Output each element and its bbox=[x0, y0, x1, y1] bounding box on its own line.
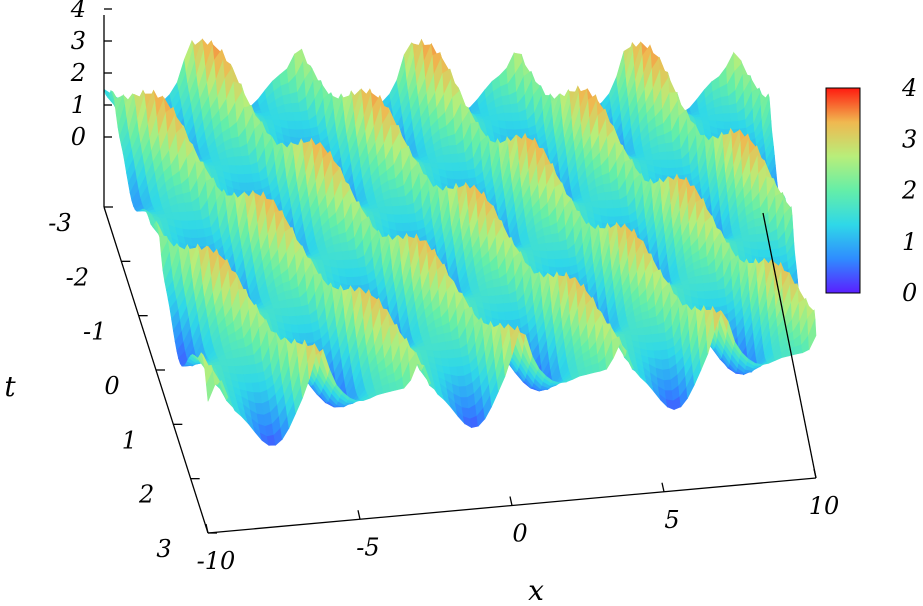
surface-facet bbox=[717, 288, 727, 299]
surface-facet bbox=[721, 105, 731, 115]
surface-facet bbox=[659, 341, 668, 351]
surface-facet bbox=[666, 151, 676, 161]
surface-facet bbox=[603, 183, 613, 193]
surface-facet bbox=[696, 291, 706, 300]
surface-facet bbox=[659, 159, 669, 169]
surface-facet bbox=[704, 298, 714, 308]
surface-facet bbox=[729, 112, 739, 123]
surface-facet bbox=[710, 289, 720, 300]
surface-facet bbox=[604, 191, 614, 201]
surface-facet bbox=[650, 325, 659, 335]
surface-facet bbox=[708, 272, 718, 284]
surface-facet bbox=[715, 113, 725, 123]
surface-facet bbox=[700, 266, 710, 276]
surface-facet bbox=[668, 77, 679, 94]
surface-facet bbox=[613, 207, 623, 218]
surface-facet bbox=[748, 234, 758, 243]
surface-facet bbox=[728, 103, 738, 114]
surface-facet bbox=[749, 241, 759, 251]
surface-facet bbox=[711, 298, 721, 308]
surface-facet bbox=[763, 240, 773, 251]
surface-facet bbox=[730, 120, 740, 131]
surface-facet bbox=[737, 119, 747, 130]
surface-facet bbox=[754, 225, 764, 235]
surface-facet bbox=[755, 233, 765, 243]
surface-facet bbox=[770, 239, 780, 250]
surface-facet bbox=[757, 249, 767, 259]
surface-facet bbox=[665, 142, 675, 153]
surface-plot bbox=[103, 38, 817, 446]
surface-facet bbox=[656, 134, 666, 146]
surface-facet bbox=[720, 95, 730, 107]
surface-facet bbox=[611, 190, 621, 201]
surface-facet bbox=[756, 241, 766, 251]
surface-facet bbox=[688, 283, 698, 292]
surface-facet bbox=[694, 275, 704, 285]
surface-facet bbox=[771, 248, 781, 258]
surface-facet bbox=[722, 113, 732, 123]
surface-facet bbox=[612, 199, 622, 209]
surface-facet bbox=[753, 217, 763, 228]
surface-facet bbox=[668, 167, 678, 177]
surface-facet bbox=[620, 206, 630, 217]
surface-facet bbox=[703, 290, 713, 300]
surface-facet bbox=[701, 274, 711, 284]
surface-facet bbox=[658, 151, 668, 161]
surface-facet bbox=[709, 281, 719, 292]
surface-facet bbox=[674, 158, 684, 169]
surface-facet bbox=[667, 159, 677, 169]
surface-facet bbox=[702, 282, 712, 292]
surface-facet bbox=[657, 143, 667, 153]
